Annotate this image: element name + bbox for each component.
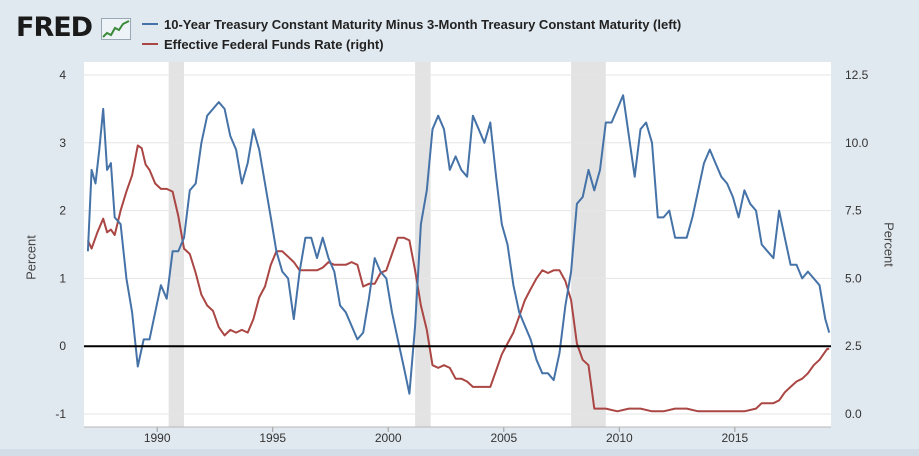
x-tick-label: 2000 (375, 431, 402, 445)
recession-band (415, 62, 431, 427)
chart-line-icon (101, 18, 131, 40)
x-tick-label: 2015 (721, 431, 748, 445)
y-tick-label-left: 1 (59, 271, 66, 285)
recession-band (168, 62, 185, 427)
y-tick-label-left: 3 (59, 136, 66, 150)
plot-area (84, 62, 831, 427)
legend-label-spread: 10-Year Treasury Constant Maturity Minus… (164, 17, 682, 32)
x-tick-label: 2010 (606, 431, 633, 445)
y-tick-label-right: 0.0 (845, 407, 862, 421)
y-tick-label-right: 5.0 (845, 271, 862, 285)
y-tick-label-right: 2.5 (845, 339, 862, 353)
fred-logo[interactable]: FRED (16, 12, 93, 43)
y-tick-label-right: 10.0 (845, 136, 869, 150)
legend-item-spread[interactable]: 10-Year Treasury Constant Maturity Minus… (142, 17, 681, 35)
legend-label-fedfunds: Effective Federal Funds Rate (right) (164, 37, 384, 52)
x-tick-label: 1995 (259, 431, 286, 445)
y-tick-label-left: 0 (59, 339, 66, 353)
footer-strip (0, 449, 919, 456)
y-tick-label-right: 12.5 (845, 68, 869, 82)
series-line-spread (86, 94, 831, 395)
x-tick-label: 2005 (490, 431, 517, 445)
y-tick-label-right: 7.5 (845, 204, 862, 218)
legend-swatch-spread (142, 22, 158, 25)
legend-swatch-fedfunds (142, 42, 158, 45)
x-tick-label: 1990 (144, 431, 171, 445)
legend-item-fedfunds[interactable]: Effective Federal Funds Rate (right) (142, 37, 384, 55)
y-tick-label-left: 2 (59, 204, 66, 218)
y-tick-label-left: -1 (55, 407, 66, 421)
y-tick-label-left: 4 (59, 68, 66, 82)
chart-header: FRED 10-Year Treasury Constant Maturity … (0, 0, 919, 62)
